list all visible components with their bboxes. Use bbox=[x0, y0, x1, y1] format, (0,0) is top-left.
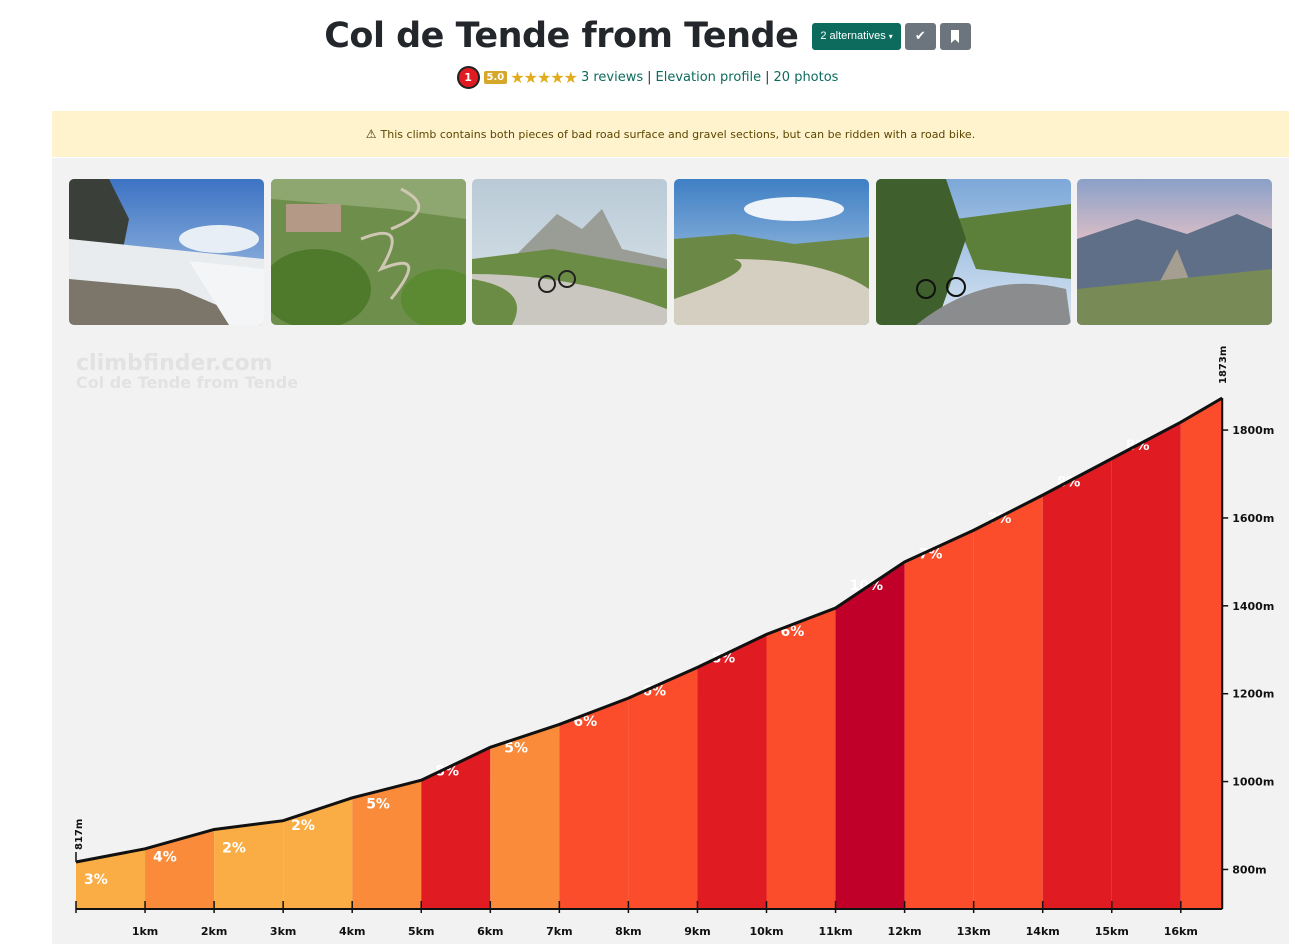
gradient-segment bbox=[766, 608, 836, 909]
photo-snow-gravel-road[interactable] bbox=[69, 179, 264, 325]
gradient-label: 7% bbox=[919, 546, 943, 562]
photo-gravel-hairpin[interactable] bbox=[674, 179, 869, 325]
x-tick-label: 6km bbox=[477, 925, 503, 938]
bookmark-icon bbox=[951, 29, 960, 43]
watermark-title: Col de Tende from Tende bbox=[76, 373, 298, 392]
y-tick-label: 800m bbox=[1232, 863, 1266, 876]
gradient-segment bbox=[697, 634, 767, 909]
photo-sunset-valley[interactable] bbox=[1077, 179, 1272, 325]
photo-bike-rocky-peak[interactable] bbox=[472, 179, 667, 325]
gradient-segment bbox=[628, 667, 698, 909]
gradient-segment bbox=[214, 820, 284, 909]
gradient-label: 2% bbox=[291, 818, 315, 834]
gradient-segment bbox=[1042, 458, 1112, 909]
gradient-segment bbox=[421, 747, 491, 909]
y-tick-label: 1200m bbox=[1232, 688, 1274, 701]
reviews-link[interactable]: 3 reviews bbox=[580, 70, 644, 85]
x-tick-label: 7km bbox=[546, 925, 572, 938]
page-title: Col de Tende from Tende bbox=[324, 16, 799, 56]
gradient-label: 5% bbox=[504, 740, 528, 756]
y-tick-label: 1000m bbox=[1232, 776, 1274, 789]
start-elevation-label: 817m bbox=[74, 819, 85, 850]
y-tick-label: 1800m bbox=[1232, 424, 1274, 437]
x-tick-label: 13km bbox=[957, 925, 991, 938]
gradient-segment bbox=[559, 698, 629, 909]
elevation-profile-link[interactable]: Elevation profile bbox=[655, 70, 762, 85]
x-tick-label: 10km bbox=[749, 925, 783, 938]
gradient-label: 8% bbox=[435, 763, 459, 779]
y-tick-label: 1400m bbox=[1232, 600, 1274, 613]
gradient-label: 6% bbox=[642, 683, 666, 699]
gradient-segment bbox=[835, 561, 905, 909]
x-tick-label: 15km bbox=[1095, 925, 1129, 938]
caret-down-icon: ▾ bbox=[888, 31, 893, 41]
gradient-segment bbox=[352, 780, 422, 909]
x-tick-label: 2km bbox=[201, 925, 227, 938]
gradient-segment bbox=[283, 797, 353, 909]
gradient-segment bbox=[1111, 422, 1181, 909]
title-actions: 2 alternatives ▾ ✔ bbox=[812, 22, 971, 50]
alternatives-dropdown-button[interactable]: 2 alternatives ▾ bbox=[812, 22, 901, 50]
alternatives-label: 2 alternatives bbox=[820, 29, 886, 42]
gradient-segment bbox=[973, 495, 1043, 909]
gradient-label: 5% bbox=[366, 796, 390, 812]
photo-fort-switchbacks[interactable] bbox=[271, 179, 466, 325]
photo-bike-mountain-road[interactable] bbox=[876, 179, 1071, 325]
x-tick-label: 9km bbox=[684, 925, 710, 938]
title-row: Col de Tende from Tende 2 alternatives ▾ … bbox=[0, 16, 1295, 56]
x-tick-label: 11km bbox=[819, 925, 853, 938]
photos-link[interactable]: 20 photos bbox=[773, 70, 839, 85]
gradient-segment bbox=[490, 724, 560, 909]
gradient-label: 8% bbox=[711, 650, 735, 666]
watermark-site: climbfinder.com bbox=[76, 351, 273, 376]
gradient-segment bbox=[76, 848, 146, 909]
separator: | bbox=[647, 70, 652, 85]
warning-alert: ⚠ This climb contains both pieces of bad… bbox=[52, 111, 1289, 157]
x-tick-label: 14km bbox=[1026, 925, 1060, 938]
gradient-segment bbox=[904, 530, 974, 909]
score-badge: 5.0 bbox=[483, 71, 508, 84]
y-tick-label: 1600m bbox=[1232, 512, 1274, 525]
x-tick-label: 5km bbox=[408, 925, 434, 938]
x-tick-label: 4km bbox=[339, 925, 365, 938]
warning-text: This climb contains both pieces of bad r… bbox=[380, 127, 976, 141]
gradient-segment bbox=[145, 829, 215, 909]
bookmark-button[interactable] bbox=[939, 22, 971, 50]
x-tick-label: 1km bbox=[132, 925, 158, 938]
x-tick-label: 16km bbox=[1164, 925, 1198, 938]
star-rating-icon: ★★★★★ bbox=[510, 68, 578, 87]
x-tick-label: 3km bbox=[270, 925, 296, 938]
separator: | bbox=[765, 70, 770, 85]
meta-row: 1 5.0 ★★★★★ 3 reviews | Elevation profil… bbox=[0, 66, 1295, 89]
x-tick-label: 12km bbox=[888, 925, 922, 938]
mark-climbed-button[interactable]: ✔ bbox=[904, 22, 936, 50]
gradient-label: 2% bbox=[222, 841, 246, 857]
elevation-line bbox=[75, 396, 1223, 864]
gradient-label: 3% bbox=[84, 872, 108, 888]
gradient-segment bbox=[1180, 398, 1223, 909]
gradient-label: 4% bbox=[153, 849, 177, 865]
x-tick-label: 8km bbox=[615, 925, 641, 938]
warning-icon: ⚠ bbox=[365, 127, 377, 141]
end-elevation-label: 1873m bbox=[1218, 346, 1229, 384]
check-icon: ✔ bbox=[914, 28, 926, 44]
rank-badge: 1 bbox=[456, 66, 480, 89]
